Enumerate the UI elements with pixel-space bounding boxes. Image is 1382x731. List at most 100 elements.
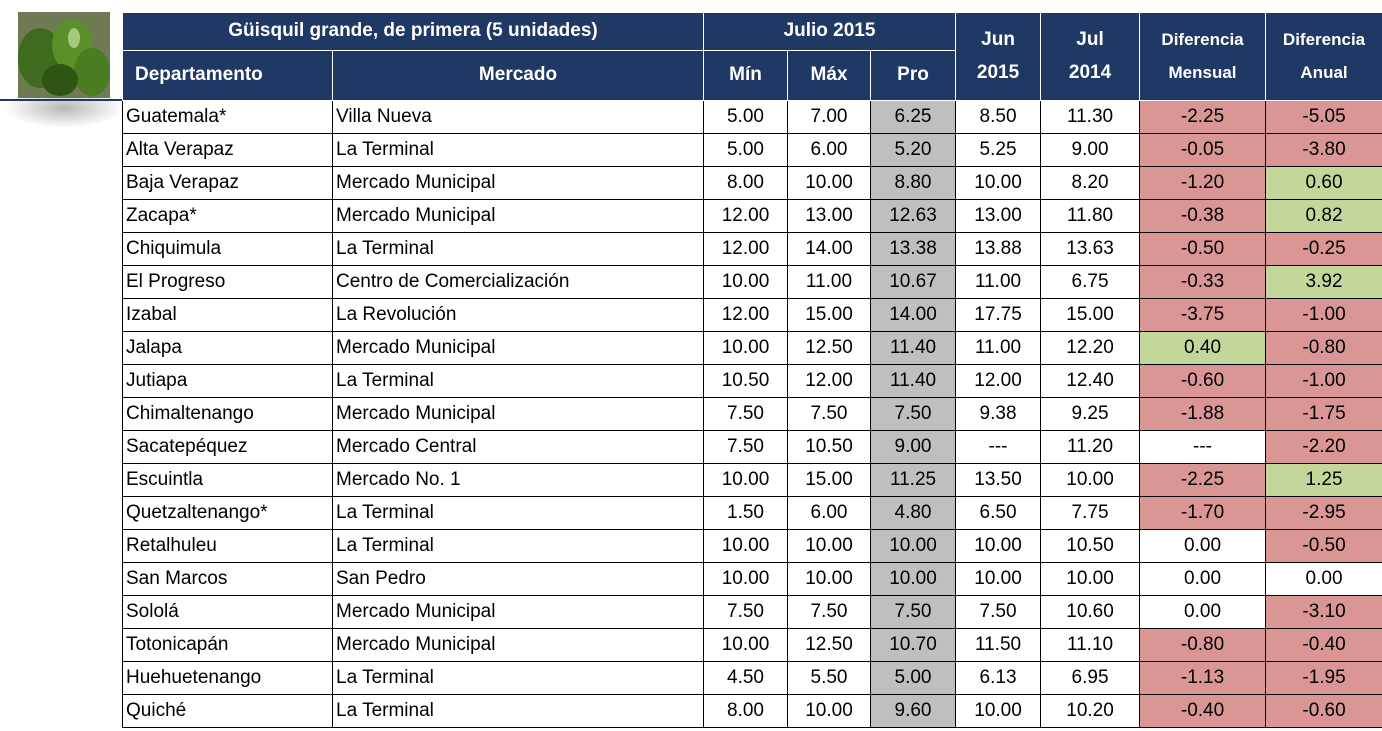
mercado-cell: La Revolución [333, 299, 704, 332]
pro-cell: 12.63 [871, 200, 956, 233]
dif-anual-cell: 0.60 [1266, 167, 1382, 200]
dif-anual-cell: -2.95 [1266, 497, 1382, 530]
min-cell: 7.50 [704, 596, 788, 629]
jul-cell: 10.60 [1041, 596, 1140, 629]
dif-mensual-cell: -0.50 [1140, 233, 1266, 266]
column-header: Jul 2014 [1041, 13, 1140, 101]
jun-cell: 8.50 [956, 101, 1041, 134]
mercado-cell: Mercado No. 1 [333, 464, 704, 497]
jun-cell: 11.50 [956, 629, 1041, 662]
max-cell: 10.00 [788, 695, 871, 728]
min-cell: 10.00 [704, 464, 788, 497]
dif-anual-cell: -0.40 [1266, 629, 1382, 662]
departamento-cell: Totonicapán [123, 629, 333, 662]
mercado-cell: La Terminal [333, 497, 704, 530]
max-cell: 11.00 [788, 266, 871, 299]
departamento-cell: Zacapa* [123, 200, 333, 233]
mercado-cell: Mercado Municipal [333, 167, 704, 200]
dif-mensual-cell: -0.05 [1140, 134, 1266, 167]
jun-cell: 6.13 [956, 662, 1041, 695]
min-cell: 10.00 [704, 332, 788, 365]
departamento-cell: Chiquimula [123, 233, 333, 266]
jun-cell: 6.50 [956, 497, 1041, 530]
dif-anual-cell: -1.00 [1266, 299, 1382, 332]
departamento-cell: San Marcos [123, 563, 333, 596]
jul-cell: 6.75 [1041, 266, 1140, 299]
min-cell: 7.50 [704, 398, 788, 431]
jul-cell: 11.80 [1041, 200, 1140, 233]
max-cell: 12.50 [788, 332, 871, 365]
jul-cell: 9.25 [1041, 398, 1140, 431]
jul-cell: 10.00 [1041, 563, 1140, 596]
page: Güisquil grande, de primera (5 unidades)… [0, 0, 1382, 731]
jul-cell: 12.20 [1041, 332, 1140, 365]
mercado-cell: Centro de Comercialización [333, 266, 704, 299]
pro-cell: 10.67 [871, 266, 956, 299]
dif-anual-cell: 0.00 [1266, 563, 1382, 596]
dif-mensual-cell: 0.00 [1140, 563, 1266, 596]
column-header: Diferencia Anual [1266, 13, 1382, 101]
pro-cell: 14.00 [871, 299, 956, 332]
mercado-cell: Mercado Municipal [333, 629, 704, 662]
jun-cell: 11.00 [956, 266, 1041, 299]
mercado-cell: La Terminal [333, 695, 704, 728]
jul-cell: 10.50 [1041, 530, 1140, 563]
departamento-cell: Chimaltenango [123, 398, 333, 431]
dif-anual-cell: -5.05 [1266, 101, 1382, 134]
mercado-cell: Mercado Municipal [333, 200, 704, 233]
departamento-cell: Sacatepéquez [123, 431, 333, 464]
min-cell: 10.50 [704, 365, 788, 398]
jul-cell: 10.20 [1041, 695, 1140, 728]
dif-mensual-cell: -2.25 [1140, 464, 1266, 497]
dif-anual-cell: 1.25 [1266, 464, 1382, 497]
pro-cell: 11.40 [871, 365, 956, 398]
mercado-cell: Villa Nueva [333, 101, 704, 134]
pro-cell: 7.50 [871, 398, 956, 431]
dif-anual-cell: -3.80 [1266, 134, 1382, 167]
dif-mensual-cell: -1.20 [1140, 167, 1266, 200]
jul-cell: 9.00 [1041, 134, 1140, 167]
dif-mensual-cell: -1.13 [1140, 662, 1266, 695]
departamento-cell: Quiché [123, 695, 333, 728]
mercado-cell: Mercado Municipal [333, 596, 704, 629]
jul-cell: 6.95 [1041, 662, 1140, 695]
departamento-cell: El Progreso [123, 266, 333, 299]
jul-cell: 15.00 [1041, 299, 1140, 332]
jul-cell: 10.00 [1041, 464, 1140, 497]
jun-cell: 9.38 [956, 398, 1041, 431]
column-header: Mercado [333, 51, 704, 101]
jun-cell: 10.00 [956, 563, 1041, 596]
departamento-cell: Izabal [123, 299, 333, 332]
jun-cell: 5.25 [956, 134, 1041, 167]
pro-cell: 6.25 [871, 101, 956, 134]
column-header: Departamento [123, 51, 333, 101]
jun-cell: 10.00 [956, 530, 1041, 563]
min-cell: 7.50 [704, 431, 788, 464]
mercado-cell: La Terminal [333, 233, 704, 266]
min-cell: 12.00 [704, 200, 788, 233]
pro-cell: 5.20 [871, 134, 956, 167]
pro-cell: 11.40 [871, 332, 956, 365]
column-header: Diferencia Mensual [1140, 13, 1266, 101]
table-title: Güisquil grande, de primera (5 unidades) [123, 13, 704, 51]
departamento-cell: Jutiapa [123, 365, 333, 398]
departamento-cell: Huehuetenango [123, 662, 333, 695]
min-cell: 10.00 [704, 530, 788, 563]
period-header: Julio 2015 [704, 13, 956, 51]
jul-cell: 12.40 [1041, 365, 1140, 398]
departamento-cell: Quetzaltenango* [123, 497, 333, 530]
pro-cell: 9.60 [871, 695, 956, 728]
pro-cell: 9.00 [871, 431, 956, 464]
min-cell: 10.00 [704, 266, 788, 299]
jul-cell: 7.75 [1041, 497, 1140, 530]
